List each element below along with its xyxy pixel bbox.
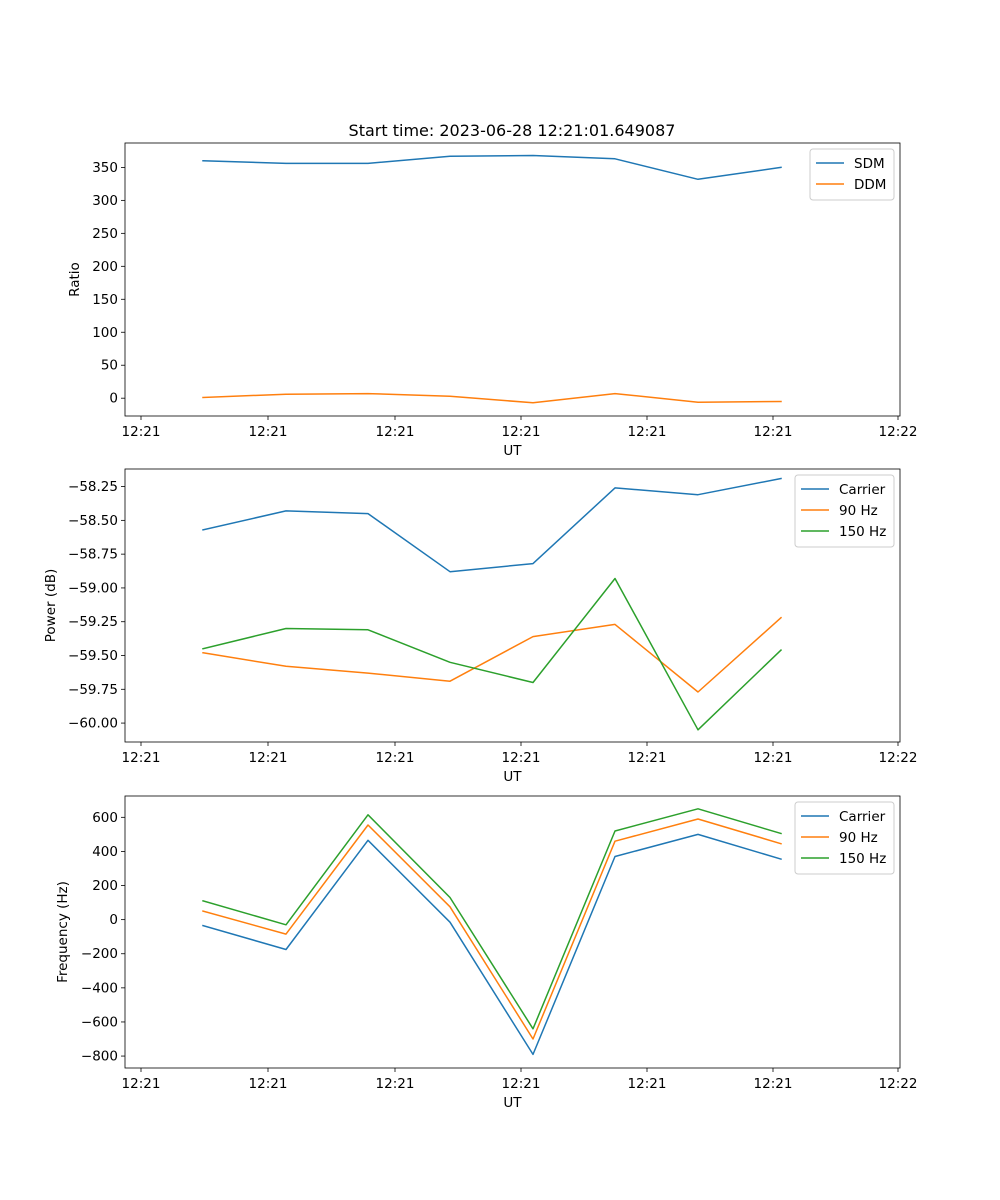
- x-tick-label: 12:21: [122, 1076, 161, 1092]
- x-tick-label: 12:21: [122, 424, 161, 440]
- axes-frame: [124, 142, 901, 417]
- x-tick-label: 12:21: [754, 1076, 793, 1092]
- y-tick-label: −59.50: [68, 648, 118, 664]
- x-tick-label: 12:21: [249, 424, 288, 440]
- axes-frame: [124, 468, 901, 743]
- legend-box: [794, 801, 895, 875]
- y-tick-label: −58.75: [68, 547, 118, 563]
- y-tick-label: 200: [92, 259, 118, 275]
- y-tick-label: 600: [92, 810, 118, 826]
- y-tick-label: −60.00: [68, 716, 118, 732]
- x-tick-label: 12:22: [879, 1076, 918, 1092]
- y-axis-label: Power (dB): [43, 569, 59, 642]
- legend-label: 150 Hz: [839, 524, 886, 540]
- x-tick-label: 12:21: [122, 750, 161, 766]
- y-tick-label: −59.75: [68, 682, 118, 698]
- y-tick-label: −600: [81, 1014, 118, 1030]
- series-line-carrier: [202, 477, 782, 573]
- y-tick-label: 150: [92, 292, 118, 308]
- y-tick-label: −800: [81, 1049, 118, 1065]
- y-axis-label: Ratio: [67, 262, 83, 297]
- series-line-carrier: [202, 833, 782, 1056]
- x-tick-label: 12:21: [754, 750, 793, 766]
- x-tick-label: 12:21: [628, 424, 667, 440]
- x-tick-label: 12:21: [628, 750, 667, 766]
- x-tick-label: 12:21: [249, 1076, 288, 1092]
- legend: SDM DDM: [809, 148, 895, 201]
- x-tick-label: 12:21: [628, 1076, 667, 1092]
- x-axis-label: UT: [503, 1095, 522, 1111]
- x-tick-label: 12:21: [502, 750, 541, 766]
- legend-label: DDM: [854, 177, 886, 193]
- legend-box: [809, 148, 895, 201]
- legend-label: SDM: [854, 156, 885, 172]
- legend-label: Carrier: [839, 809, 886, 825]
- y-axis-label: Frequency (Hz): [55, 881, 71, 983]
- y-tick-label: 250: [92, 226, 118, 242]
- y-tick-label: 400: [92, 844, 118, 860]
- y-tick-label: 0: [109, 391, 118, 407]
- legend-box: [794, 474, 895, 548]
- series-line-sdm: [202, 154, 782, 181]
- legend-label: 90 Hz: [839, 503, 878, 519]
- x-tick-label: 12:21: [376, 1076, 415, 1092]
- legend-label: Carrier: [839, 482, 886, 498]
- legend-label: 150 Hz: [839, 851, 886, 867]
- y-tick-label: −200: [81, 946, 118, 962]
- chart-title: Start time: 2023-06-28 12:21:01.649087: [349, 121, 676, 140]
- chart-panel-2: 12:21 12:21 12:21 12:21 12:21 12:21 12:22 −60.0…: [43, 468, 918, 785]
- y-tick-label: −58.50: [68, 513, 118, 529]
- legend-label: 90 Hz: [839, 830, 878, 846]
- y-tick-label: 100: [92, 325, 118, 341]
- series-line-150-hz: [202, 808, 782, 1030]
- y-tick-label: 50: [101, 358, 118, 374]
- axes-frame: [124, 795, 901, 1069]
- series-line-ddm: [202, 392, 782, 404]
- y-tick-label: −59.00: [68, 580, 118, 596]
- x-tick-label: 12:21: [502, 424, 541, 440]
- y-tick-label: −59.25: [68, 614, 118, 630]
- x-axis-label: UT: [503, 769, 522, 785]
- x-tick-label: 12:21: [376, 424, 415, 440]
- x-tick-label: 12:22: [879, 424, 918, 440]
- legend: Carrier 90 Hz 150 Hz: [794, 801, 895, 875]
- series-line-150-hz: [202, 577, 783, 731]
- legend: Carrier 90 Hz 150 Hz: [794, 474, 895, 548]
- y-tick-label: 300: [92, 193, 118, 209]
- x-tick-label: 12:22: [879, 750, 918, 766]
- y-tick-label: 200: [92, 878, 118, 894]
- x-tick-label: 12:21: [249, 750, 288, 766]
- chart-panel-1: 12:21 12:21 12:21 12:21 12:21 12:21 12:22 0 50 10…: [67, 142, 918, 459]
- series-line-90-hz: [202, 616, 783, 693]
- y-tick-label: −58.25: [68, 479, 118, 495]
- y-tick-label: 0: [109, 912, 118, 928]
- x-tick-label: 12:21: [502, 1076, 541, 1092]
- chart-panel-3: 12:21 12:21 12:21 12:21 12:21 12:21 12:22 −800 −…: [55, 795, 918, 1111]
- x-axis-label: UT: [503, 443, 522, 459]
- x-tick-label: 12:21: [376, 750, 415, 766]
- series-line-90-hz: [202, 818, 782, 1040]
- y-tick-label: 350: [92, 160, 118, 176]
- y-tick-label: −400: [81, 980, 118, 996]
- x-tick-label: 12:21: [754, 424, 793, 440]
